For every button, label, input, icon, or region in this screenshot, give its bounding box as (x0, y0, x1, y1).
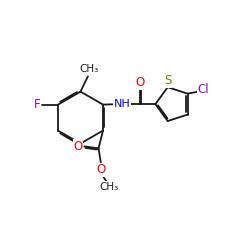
Text: NH: NH (114, 99, 130, 109)
Text: F: F (34, 98, 40, 111)
Text: O: O (96, 163, 106, 176)
Text: CH₃: CH₃ (100, 182, 119, 192)
Text: Cl: Cl (198, 84, 209, 96)
Text: O: O (74, 140, 83, 153)
Text: O: O (136, 76, 145, 89)
Text: S: S (164, 74, 172, 87)
Text: CH₃: CH₃ (80, 64, 99, 74)
